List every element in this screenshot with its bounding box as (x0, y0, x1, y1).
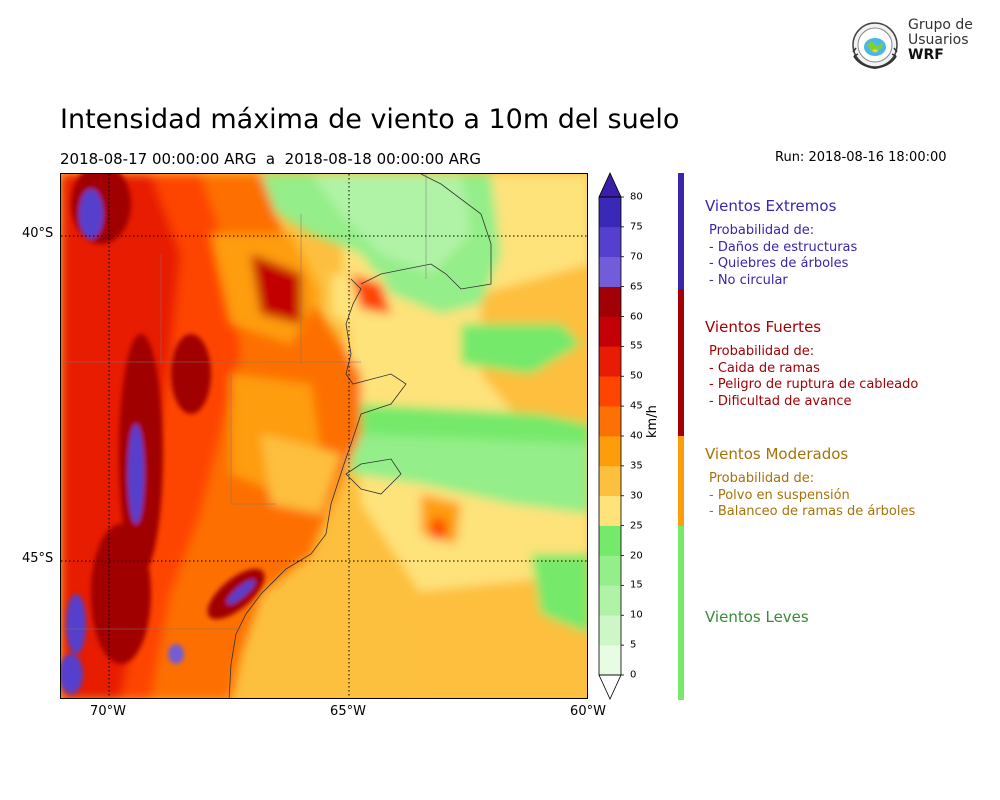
colorbar-segment (599, 286, 621, 317)
category-items: Probabilidad de: - Daños de estructuras … (709, 223, 857, 289)
colorbar-tick-label: 5 (630, 639, 637, 651)
category-item: - Peligro de ruptura de cableado (709, 377, 919, 392)
category-bar-extremos (678, 173, 684, 289)
wrf-logo: Grupo de Usuarios WRF (848, 18, 978, 72)
category-bar-fuertes (678, 289, 684, 436)
forecast-period: 2018-08-17 00:00:00 ARG a 2018-08-18 00:… (60, 150, 482, 168)
category-items: Probabilidad de: - Caida de ramas - Peli… (709, 344, 918, 410)
colorbar-segment (599, 256, 621, 287)
category-item: Probabilidad de: (709, 344, 815, 359)
colorbar-tick-label: 15 (630, 579, 643, 591)
colorbar-tick-label: 55 (630, 340, 643, 352)
category-fuertes: Vientos Fuertes Probabilidad de: - Caida… (705, 318, 918, 410)
logo-line-3: WRF (908, 47, 944, 63)
colorbar-segment (599, 226, 621, 258)
category-item: - Polvo en suspensión (709, 487, 850, 503)
lat-label-40s: 40°S (22, 226, 54, 241)
category-bar-leves (678, 526, 684, 700)
category-bar-moderados (678, 436, 684, 526)
category-item: Probabilidad de: (709, 223, 815, 238)
category-item: Probabilidad de: (709, 471, 815, 486)
category-title: Vientos Leves (705, 608, 809, 626)
colorbar (597, 172, 625, 700)
colorbar-under-arrow (598, 674, 622, 700)
logo-line-2: Usuarios (908, 32, 969, 48)
category-item: - No circular (709, 272, 788, 288)
colorbar-segment (599, 615, 621, 646)
colorbar-segment (599, 495, 621, 526)
lon-label-65w: 65°W (330, 704, 366, 719)
colorbar-unit: km/h (645, 405, 660, 438)
province-borders (61, 174, 427, 630)
colorbar-tick-label: 30 (630, 490, 643, 502)
colorbar-segment (599, 316, 621, 347)
colorbar-tick-label: 75 (630, 221, 643, 233)
category-extremos: Vientos Extremos Probabilidad de: - Daño… (705, 197, 857, 289)
colorbar-segment (599, 555, 621, 586)
colorbar-tick-label: 10 (630, 609, 643, 621)
colorbar-tick-label: 65 (630, 281, 643, 293)
category-item: - Balanceo de ramas de árboles (709, 504, 916, 519)
colorbar-tick-label: 20 (630, 550, 643, 561)
colorbar-segment (599, 197, 621, 228)
colorbar-tick-label: 60 (630, 311, 643, 322)
run-timestamp: Run: 2018-08-16 18:00:00 (775, 150, 947, 165)
category-moderados: Vientos Moderados Probabilidad de: - Pol… (705, 445, 915, 521)
colorbar-tick-label: 70 (630, 251, 643, 263)
colorbar-segment (599, 645, 621, 676)
colorbar-tick-label: 0 (630, 669, 637, 681)
globe-emblem-icon (852, 22, 898, 70)
colorbar-tick-label: 35 (630, 460, 643, 472)
colorbar-segment (599, 406, 621, 437)
colorbar-segment (599, 346, 621, 377)
colorbar-segment (599, 376, 621, 407)
colorbar-tick-label: 25 (630, 520, 643, 532)
category-item: - Daños de estructuras (709, 239, 858, 255)
colorbar-tick-label: 40 (630, 430, 643, 442)
category-title: Vientos Extremos (705, 197, 837, 215)
category-item: - Caida de ramas (709, 360, 820, 376)
lon-label-60w: 60°W (570, 704, 606, 719)
colorbar-scale (598, 172, 624, 700)
colorbar-tick-label: 80 (630, 191, 643, 203)
colorbar-segment (599, 436, 621, 467)
category-title: Vientos Fuertes (705, 318, 822, 336)
wind-map (60, 173, 588, 699)
colorbar-segment (599, 465, 621, 497)
colorbar-tick-label: 45 (630, 400, 643, 412)
colorbar-over-arrow (598, 172, 622, 198)
category-items: Probabilidad de: - Polvo en suspensión -… (709, 471, 915, 521)
category-item: - Quiebres de árboles (709, 256, 849, 271)
category-item: - Dificultad de avance (709, 393, 852, 409)
lat-label-45s: 45°S (22, 551, 54, 566)
graticule (61, 174, 587, 698)
category-leves: Vientos Leves (705, 608, 809, 626)
map-title: Intensidad máxima de viento a 10m del su… (60, 104, 680, 135)
logo-line-1: Grupo de (908, 17, 973, 33)
colorbar-tick-label: 50 (630, 370, 643, 382)
lon-label-70w: 70°W (90, 704, 126, 719)
colorbar-segment (599, 585, 621, 616)
colorbar-segment (599, 525, 621, 556)
logo-text: Grupo de Usuarios WRF (908, 18, 973, 63)
category-title: Vientos Moderados (705, 445, 849, 463)
